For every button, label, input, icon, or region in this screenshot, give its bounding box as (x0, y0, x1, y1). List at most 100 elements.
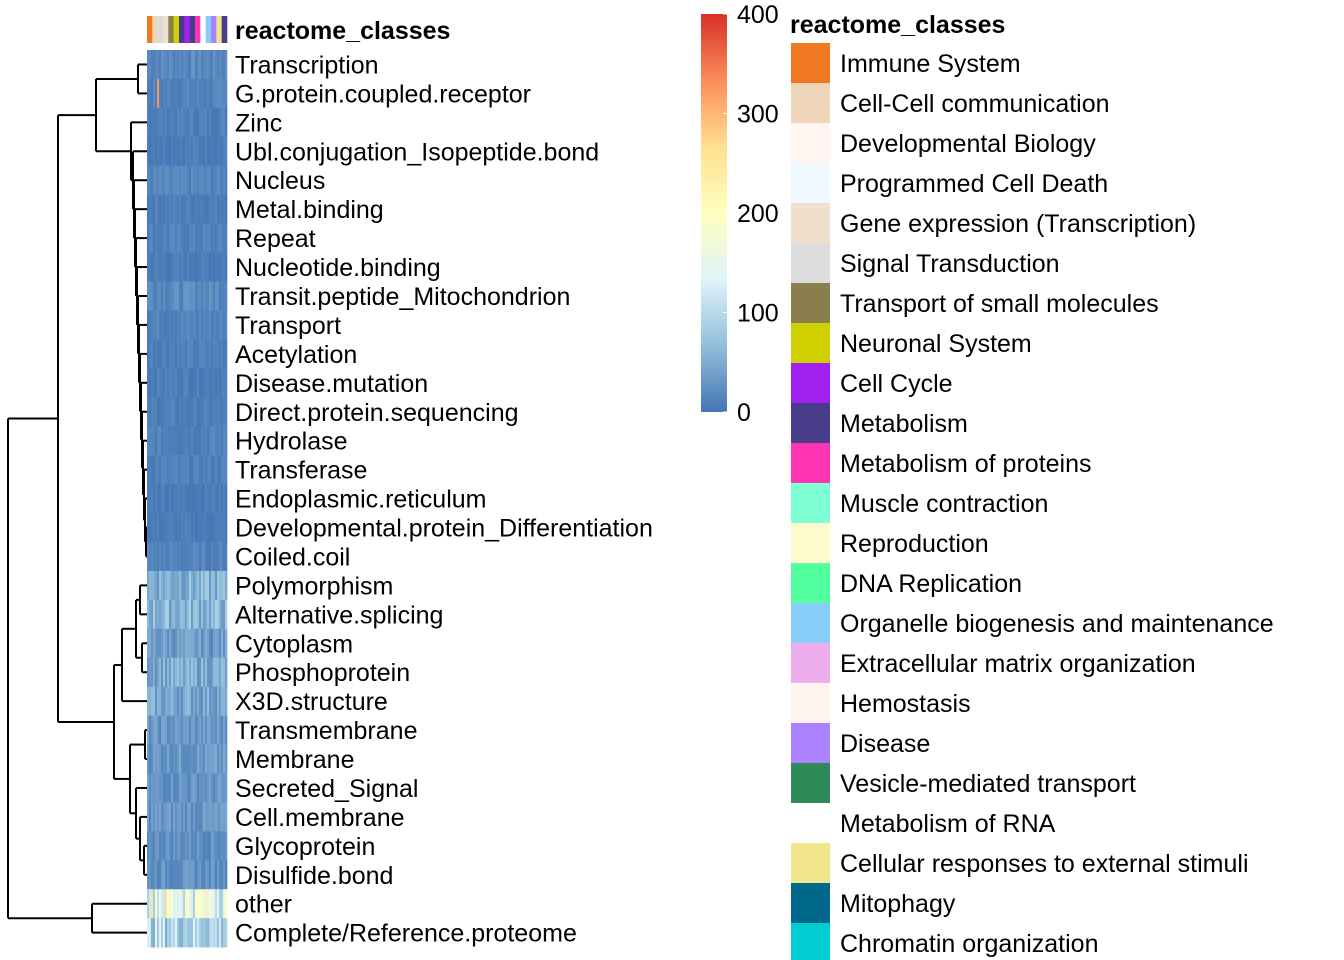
heatmap-cell (207, 107, 210, 138)
heatmap-cell (197, 281, 200, 311)
row-dendrogram (7, 63, 147, 934)
heatmap-cell (169, 368, 172, 398)
heatmap-cell (201, 802, 204, 832)
heatmap-cell (193, 397, 196, 427)
heatmap-cell (207, 310, 210, 340)
annotation-cell (216, 16, 222, 43)
heatmap-cell (159, 136, 162, 167)
heatmap-cell (201, 570, 204, 601)
heatmap-cell (197, 455, 200, 485)
heatmap-cell (157, 368, 160, 398)
heatmap-cell (205, 918, 208, 948)
heatmap-cell (191, 136, 194, 167)
legend-swatch (791, 723, 830, 763)
heatmap-cell (185, 860, 188, 890)
heatmap-cell (187, 310, 190, 340)
heatmap-cell (217, 686, 220, 716)
heatmap-cell (213, 107, 216, 138)
heatmap-cell (197, 194, 200, 224)
heatmap-cell (157, 773, 160, 803)
heatmap-cell (195, 368, 198, 398)
heatmap-cell (211, 657, 214, 687)
heatmap-cell (151, 194, 154, 224)
heatmap-cell (151, 513, 154, 543)
heatmap-cell (195, 107, 198, 138)
heatmap-cell (179, 194, 182, 224)
heatmap-cell (199, 715, 202, 745)
heatmap-cell (225, 831, 228, 861)
heatmap-cell (199, 50, 202, 80)
heatmap-cell (177, 599, 180, 630)
heatmap-cell (185, 107, 188, 138)
heatmap-cell (177, 107, 180, 138)
heatmap-cell (225, 484, 228, 514)
heatmap-cell (203, 773, 206, 803)
heatmap-cell (223, 541, 226, 572)
heatmap-cell (199, 339, 202, 369)
heatmap-cell (189, 715, 192, 745)
heatmap-cell (161, 918, 164, 948)
heatmap-cell (165, 657, 168, 687)
heatmap-cell (165, 368, 168, 398)
heatmap-cell (159, 165, 162, 195)
heatmap-cell (215, 744, 218, 774)
heatmap-cell (187, 50, 190, 80)
heatmap-cell (207, 918, 210, 948)
heatmap-cell (223, 223, 226, 253)
heatmap-cell (201, 455, 204, 485)
heatmap-cell (173, 136, 176, 167)
legend-swatch (791, 283, 830, 323)
heatmap-cell (217, 657, 220, 687)
heatmap-cell (225, 397, 228, 427)
heatmap-cell (211, 541, 214, 572)
heatmap-cell (157, 397, 160, 427)
heatmap-cell (209, 773, 212, 803)
row-label: Nucleus (235, 167, 325, 195)
heatmap-cell (167, 744, 170, 774)
heatmap-cell (185, 426, 188, 456)
heatmap-cell (185, 599, 188, 630)
legend-swatch (791, 323, 830, 363)
heatmap-cell (155, 50, 158, 80)
heatmap-cell (209, 50, 212, 80)
annotation-strip (147, 16, 228, 43)
heatmap-cell (223, 889, 226, 919)
heatmap-cell (197, 165, 200, 195)
heatmap-cell (213, 368, 216, 398)
heatmap-cell (169, 223, 172, 253)
heatmap-cell (167, 455, 170, 485)
heatmap-cell (155, 773, 158, 803)
heatmap-cell (151, 570, 154, 601)
legend-swatch (791, 923, 830, 960)
heatmap-cell (173, 628, 176, 659)
heatmap-cell (219, 194, 222, 224)
row-label: Transit.peptide_Mitochondrion (235, 283, 570, 311)
heatmap-cell (181, 513, 184, 543)
heatmap-cell (197, 889, 200, 919)
heatmap-cell (217, 715, 220, 745)
heatmap-cell (195, 570, 198, 601)
heatmap-cell (217, 194, 220, 224)
heatmap-cell (185, 339, 188, 369)
heatmap-cell (159, 397, 162, 427)
annotation-cell (195, 16, 201, 43)
heatmap-cell (177, 484, 180, 514)
heatmap-cell (165, 78, 168, 109)
heatmap-cell (181, 686, 184, 716)
heatmap-cell (185, 802, 188, 832)
heatmap-cell (193, 136, 196, 167)
heatmap-cell (225, 194, 228, 224)
heatmap-cell (185, 773, 188, 803)
heatmap-cell (225, 686, 228, 716)
heatmap-cell (175, 686, 178, 716)
color-scale-tick-label: 0 (737, 399, 751, 427)
heatmap-cell (147, 686, 150, 716)
heatmap-cell (163, 252, 166, 282)
heatmap-cell (157, 599, 160, 630)
heatmap-row (147, 455, 228, 485)
heatmap-cell (153, 281, 156, 311)
heatmap-cell (163, 368, 166, 398)
heatmap-row (147, 310, 228, 340)
heatmap-cell (153, 686, 156, 716)
heatmap-cell (149, 484, 152, 514)
